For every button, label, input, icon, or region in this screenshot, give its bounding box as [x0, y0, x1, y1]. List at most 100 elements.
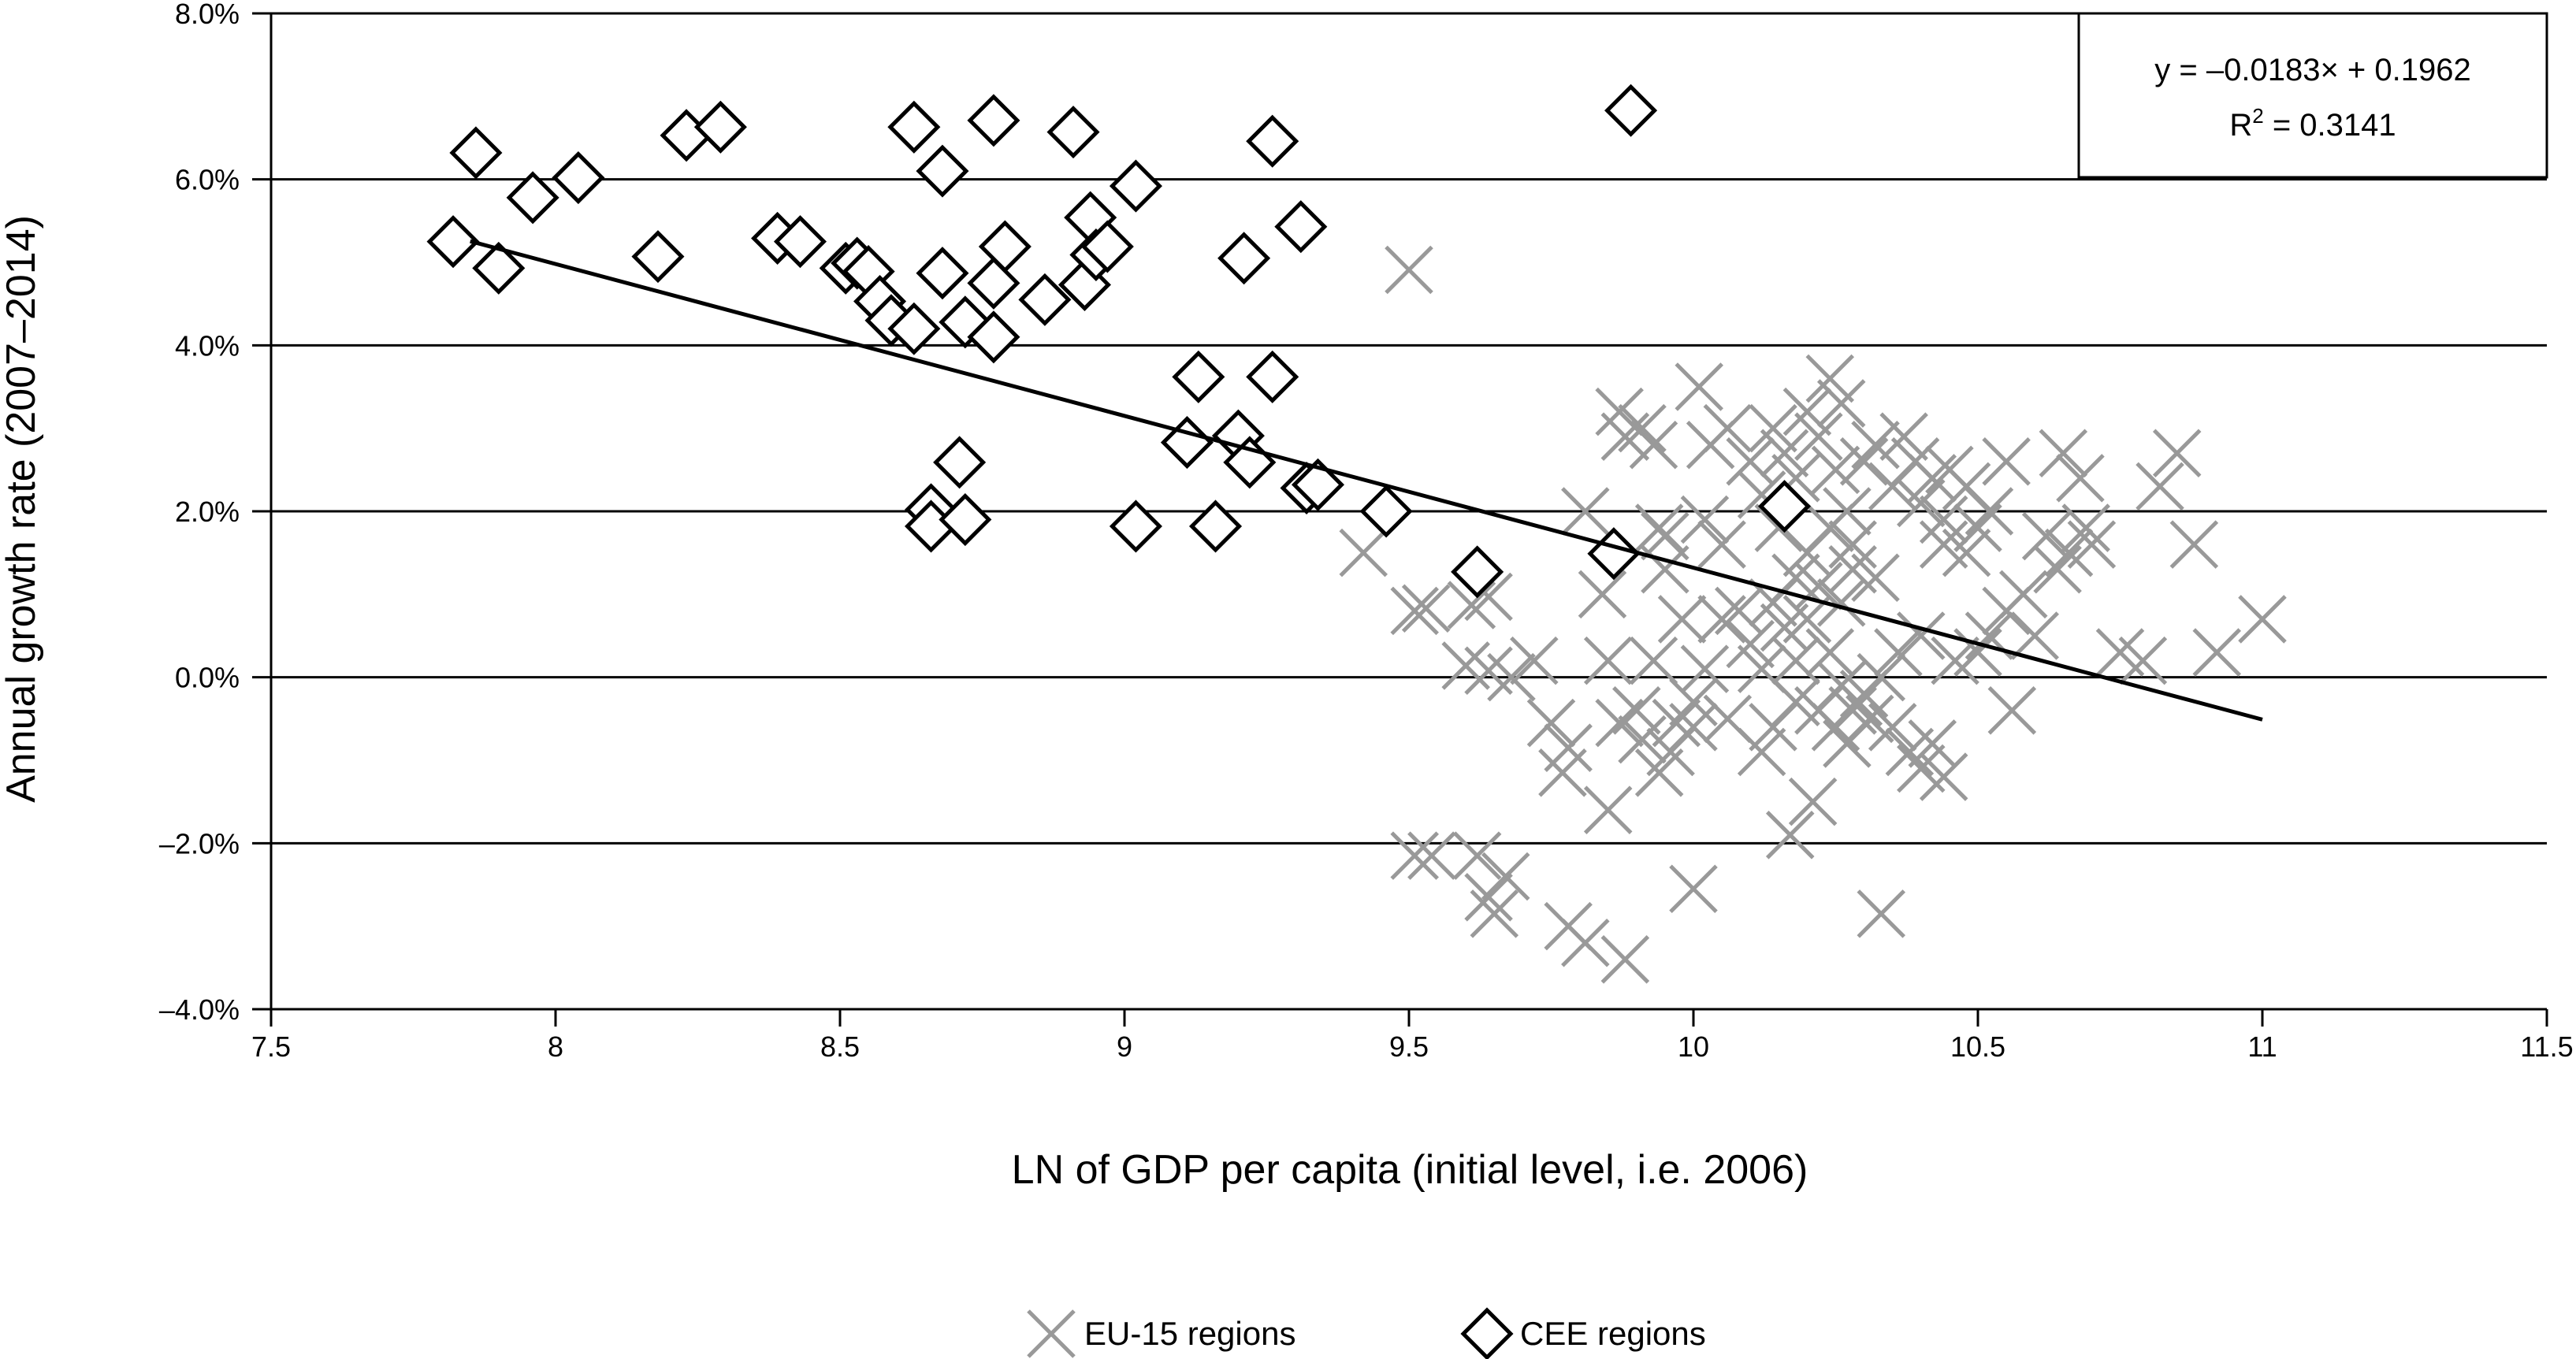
eu15-point [1749, 703, 1797, 752]
cee-point [967, 94, 1020, 147]
eu15-point [2033, 544, 2082, 594]
eu15-point [1669, 864, 1718, 914]
eu15-point [1868, 703, 1917, 752]
eu15-point [1998, 570, 2048, 619]
x-tick-label: 8.5 [820, 1030, 860, 1063]
cee-point [916, 144, 969, 198]
cee-point [693, 100, 747, 154]
cee-series [426, 84, 1812, 599]
cee-point [1587, 527, 1641, 581]
cee-point [773, 215, 827, 269]
y-tick-label: 4.0% [175, 329, 240, 362]
eu15-point [1612, 686, 1661, 735]
y-tick-label: 8.0% [175, 0, 240, 30]
cee-point [1160, 416, 1214, 470]
eu15-point [1703, 403, 1753, 453]
eu15-point [1641, 511, 1689, 561]
cee-point [1359, 485, 1413, 538]
eu15-point [1339, 528, 1388, 577]
cee-point [967, 310, 1020, 364]
eu15-point [1669, 703, 1718, 752]
eu15-point [1816, 379, 1866, 428]
eu15-point [1618, 403, 1667, 453]
eu15-point [1680, 495, 1730, 544]
eu15-point [1675, 362, 1723, 411]
r-squared: R2 = 0.3141 [2229, 104, 2396, 143]
x-tick-label: 11 [2247, 1030, 2277, 1063]
eu15-point [1749, 403, 1797, 453]
tick-labels: –4.0% –2.0% 0.0% 2.0% 4.0% 6.0% 8.0% 7.5 8 8.5 9 9.… [159, 0, 2574, 1063]
cee-point [887, 100, 941, 154]
cee-point [552, 151, 605, 205]
cee-point [1109, 159, 1162, 213]
eu15-point [1600, 412, 1650, 461]
cee-point [506, 171, 559, 225]
trend-equation: y = –0.0183× + 0.1962 [2154, 53, 2470, 87]
eu15-point [2136, 462, 2184, 511]
eu15-point [1697, 595, 1746, 644]
eu15-point [1652, 698, 1701, 748]
cee-point [1246, 350, 1299, 403]
y-axis-label: Annual growth rate (2007–2014) [0, 215, 44, 803]
eu15-point [1760, 429, 1809, 478]
eu15-point [1851, 420, 1900, 470]
x-tick-label: 11.5 [2520, 1030, 2573, 1063]
eu15-point [1714, 586, 1764, 636]
eu15-point [1879, 412, 1928, 461]
eu15-point [1897, 478, 1946, 528]
equation-box: y = –0.0183× + 0.1962 R2 = 0.3141 [2077, 12, 2548, 179]
eu15-point [1697, 520, 1746, 569]
cee-point [916, 247, 969, 300]
eu15-point [1629, 420, 1678, 470]
x-tick-label: 8 [548, 1030, 563, 1063]
y-tick-label: –4.0% [159, 993, 240, 1026]
eu15-point [1834, 678, 1883, 727]
eu15-point [1481, 852, 1530, 901]
cee-point [449, 126, 503, 180]
legend-eu15-label: EU-15 regions [1084, 1315, 1295, 1352]
legend-diamond-icon [1460, 1307, 1514, 1359]
y-tick-label: 6.0% [175, 164, 240, 196]
eu15-point [1897, 611, 1946, 660]
x-tick-label: 7.5 [251, 1030, 291, 1063]
eu15-point [1908, 719, 1957, 768]
eu15-point [1931, 636, 1979, 685]
eu15-point [1857, 889, 1906, 938]
eu15-series [1339, 245, 2287, 984]
eu15-point [1447, 581, 1496, 629]
eu15-point [1487, 652, 1536, 702]
eu15-point [1385, 245, 1433, 295]
eu15-point [1407, 831, 1456, 880]
cee-point [426, 215, 480, 269]
y-tick-label: –2.0% [159, 827, 240, 860]
eu15-point [1919, 520, 1968, 569]
eu15-point [1452, 831, 1502, 880]
eu15-point [1908, 454, 1957, 503]
eu15-point [1561, 487, 1610, 536]
eu15-point [2061, 503, 2110, 552]
cee-point [1188, 499, 1243, 553]
x-tick-label: 10 [1678, 1030, 1709, 1063]
eu15-point [1874, 628, 1923, 677]
cee-point [1451, 545, 1504, 599]
x-axis-label: LN of GDP per capita (initial level, i.e… [1012, 1147, 1808, 1193]
eu15-point [1583, 785, 1633, 834]
eu15-point [1618, 715, 1667, 764]
cee-point [967, 256, 1020, 310]
eu15-point [1765, 811, 1815, 860]
eu15-point [1828, 520, 1877, 569]
eu15-point [2010, 611, 2059, 660]
eu15-point [1811, 445, 1860, 495]
eu15-point [1919, 495, 1968, 544]
eu15-point [1510, 636, 1559, 685]
cee-point [1604, 84, 1658, 137]
eu15-point [1919, 752, 1968, 801]
cee-point [933, 436, 987, 489]
cee-point [472, 241, 526, 295]
eu15-point [1982, 437, 2031, 486]
eu15-point [2152, 429, 2202, 478]
legend: EU-15 regions CEE regions [1027, 1307, 1706, 1359]
cee-point [1246, 114, 1299, 168]
x-tick-label: 9.5 [1389, 1030, 1429, 1063]
